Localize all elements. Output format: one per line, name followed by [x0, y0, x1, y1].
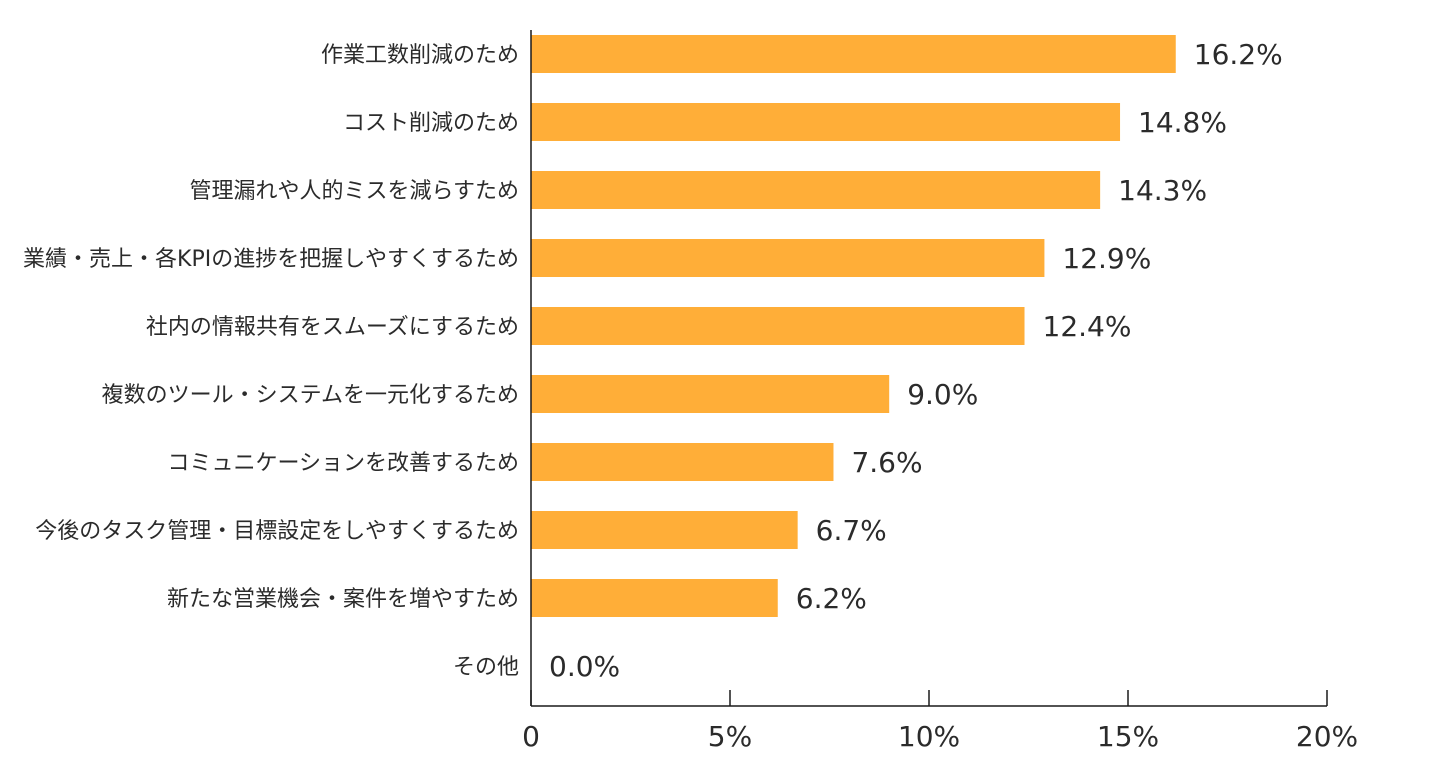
value-label: 0.0%	[549, 650, 620, 683]
category-label: 社内の情報共有をスムーズにするため	[146, 315, 519, 340]
value-label: 9.0%	[907, 378, 978, 411]
value-label: 16.2%	[1194, 38, 1283, 71]
bar-8	[531, 579, 778, 617]
value-label: 6.7%	[816, 514, 887, 547]
x-tick-label: 0	[522, 720, 540, 753]
value-label: 6.2%	[796, 582, 867, 615]
category-label: 複数のツール・システムを一元化するため	[102, 383, 519, 408]
bars-layer	[531, 35, 1176, 617]
x-tick-label: 15%	[1097, 720, 1159, 753]
bar-6	[531, 443, 834, 481]
category-label: コミュニケーションを改善するため	[167, 451, 519, 476]
x-tick-label: 10%	[898, 720, 960, 753]
value-label: 14.3%	[1118, 174, 1207, 207]
value-label: 12.9%	[1062, 242, 1151, 275]
bar-7	[531, 511, 798, 549]
category-label: 業績・売上・各KPIの進捗を把握しやすくするため	[23, 247, 519, 272]
bar-2	[531, 171, 1101, 209]
x-tick-label: 5%	[708, 720, 752, 753]
bar-0	[531, 35, 1176, 73]
bar-3	[531, 239, 1045, 277]
value-label: 7.6%	[851, 446, 922, 479]
category-label: その他	[453, 655, 519, 680]
category-label: 新たな営業機会・案件を増やすため	[167, 587, 519, 612]
value-label: 12.4%	[1043, 310, 1132, 343]
labels-layer: 作業工数削減のため 16.2% コスト削減のため 14.8% 管理漏れや人的ミスを減らす…	[23, 38, 1358, 753]
category-label: コスト削減のため	[343, 111, 519, 136]
x-tick-label: 20%	[1296, 720, 1358, 753]
bar-1	[531, 103, 1121, 141]
category-label: 今後のタスク管理・目標設定をしやすくするため	[35, 519, 519, 544]
bar-4	[531, 307, 1025, 345]
category-label: 作業工数削減のため	[321, 43, 519, 68]
category-label: 管理漏れや人的ミスを減らすため	[189, 179, 519, 204]
axis-layer	[530, 30, 1328, 707]
bar-5	[531, 375, 890, 413]
value-label: 14.8%	[1138, 106, 1227, 139]
